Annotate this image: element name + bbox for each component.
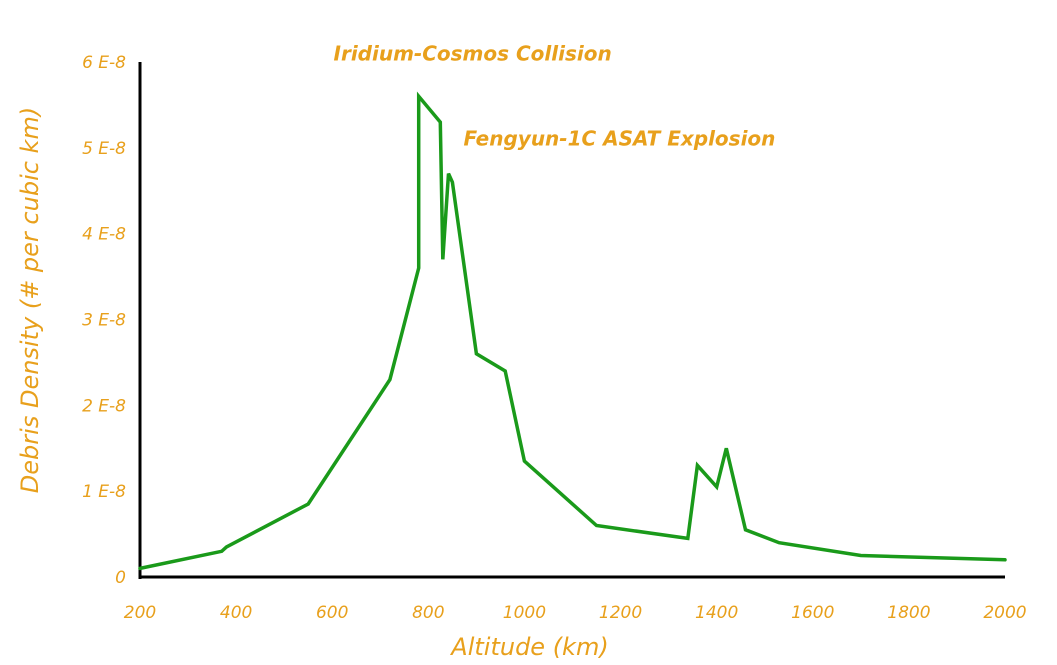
x-tick-label: 1200 xyxy=(599,603,642,623)
series-line xyxy=(138,91,1007,571)
annotation-label: Iridium-Cosmos Collision xyxy=(334,41,612,65)
y-tick-label: 4 E-8 xyxy=(82,225,126,245)
y-tick-label: 1 E-8 xyxy=(82,482,126,502)
annotations: Iridium-Cosmos Collision Fengyun-1C ASAT … xyxy=(334,41,776,150)
x-tick-label: 1600 xyxy=(791,603,834,623)
x-tick-label: 1000 xyxy=(503,603,546,623)
x-tick-label: 1800 xyxy=(887,603,930,623)
y-tick-label: 6 E-8 xyxy=(82,53,126,73)
y-tick-label: 3 E-8 xyxy=(82,311,126,331)
y-tick-label: 0 xyxy=(115,568,126,588)
x-tick-label: 200 xyxy=(124,603,156,623)
x-tick-labels: 200 400 600 800 1000 1200 1400 1600 1800 2000 xyxy=(124,603,1027,623)
annotation-label: Fengyun-1C ASAT Explosion xyxy=(464,127,776,151)
x-tick-label: 800 xyxy=(412,603,444,623)
y-tick-labels: 0 1 E-8 2 E-8 3 E-8 4 E-8 5 E-8 6 E-8 xyxy=(82,53,126,588)
series-group xyxy=(138,91,1007,571)
y-axis-label: Debris Density (# per cubic km) xyxy=(16,107,44,493)
y-tick-label: 2 E-8 xyxy=(82,396,126,416)
x-axis-label: Altitude (km) xyxy=(449,633,608,661)
x-tick-label: 1400 xyxy=(695,603,738,623)
x-tick-label: 2000 xyxy=(983,603,1026,623)
x-tick-label: 600 xyxy=(316,603,348,623)
x-tick-label: 400 xyxy=(220,603,252,623)
axes xyxy=(138,62,1005,579)
y-tick-label: 5 E-8 xyxy=(82,139,126,159)
